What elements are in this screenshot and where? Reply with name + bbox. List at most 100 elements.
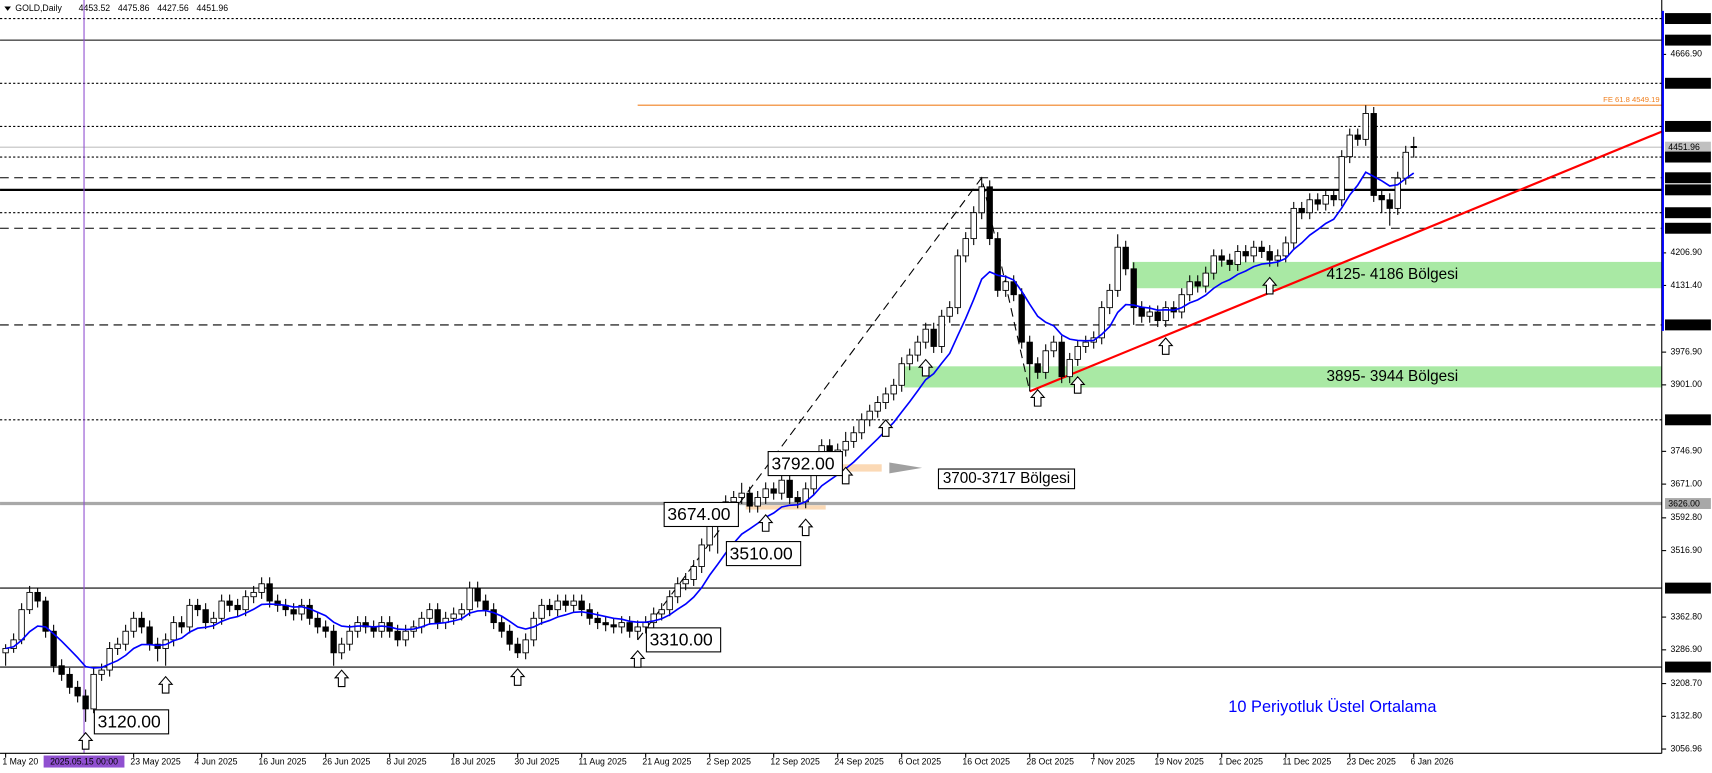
- candle-body: [738, 492, 745, 498]
- candle-body: [1266, 251, 1273, 261]
- candle-body: [1402, 151, 1409, 179]
- price-label: 3510.00: [725, 541, 802, 567]
- candle-body: [610, 624, 617, 628]
- candle-body: [138, 617, 145, 628]
- level-label-box: [1665, 498, 1711, 509]
- x-tick-label: 24 Sep 2025: [834, 756, 884, 766]
- candle-body: [1034, 363, 1041, 373]
- level-label: 4451.96: [1668, 142, 1700, 152]
- y-tick-label: 3746.90: [1670, 446, 1702, 456]
- crosshair-label: 2025.05.15 00:00: [50, 756, 118, 766]
- candle-body: [306, 604, 313, 619]
- candle-body: [778, 479, 785, 494]
- candle-body: [890, 384, 897, 395]
- candle-body: [274, 600, 281, 606]
- candle-body: [1226, 259, 1233, 265]
- candle-body: [554, 600, 561, 611]
- fe-label: FE 61.8 4549.19: [1603, 95, 1659, 104]
- candle-body: [434, 609, 441, 624]
- level-label-box: [1665, 172, 1711, 184]
- candle-body: [234, 604, 241, 611]
- price-label-text: 3310.00: [650, 630, 713, 650]
- x-tick-label: 1 May 20: [2, 756, 38, 766]
- candle-body: [922, 328, 929, 343]
- candle-body: [1378, 195, 1385, 201]
- level-label-box: [1665, 184, 1711, 196]
- level-label-box: [1665, 207, 1711, 219]
- y-tick-label: 3901.00: [1670, 379, 1702, 389]
- candle-body: [154, 643, 161, 649]
- level-label-box: [1665, 319, 1711, 331]
- header-value: 4475.86: [118, 3, 150, 13]
- candle-body: [1074, 346, 1081, 360]
- candle-body: [450, 613, 457, 619]
- candle-body: [1218, 255, 1225, 261]
- y-tick-label: 4206.90: [1670, 247, 1702, 257]
- x-tick-label: 8 Jul 2025: [386, 756, 426, 766]
- header-value: 4453.52: [79, 3, 111, 13]
- x-tick-label: 21 Aug 2025: [642, 756, 691, 766]
- legend-label: 10 Periyotluk Üstel Ortalama: [1228, 698, 1437, 716]
- up-arrow: [757, 514, 774, 532]
- level-label: 4353.00: [1668, 185, 1700, 195]
- candle-body: [1162, 307, 1169, 322]
- candle-body: [1394, 177, 1401, 209]
- level-label: 4264.00: [1668, 223, 1700, 233]
- candle-body: [618, 622, 625, 628]
- header-ohlc: 4453.52 4475.86 4427.56 4451.96: [79, 3, 229, 13]
- candle-body: [506, 630, 513, 645]
- candle-body: [986, 186, 993, 240]
- candle-body: [26, 591, 33, 611]
- x-tick-label: 11 Aug 2025: [578, 756, 626, 766]
- candle-body: [1106, 289, 1113, 309]
- candle-body: [226, 600, 233, 606]
- candle-body: [690, 566, 697, 580]
- candle-body: [1210, 255, 1217, 274]
- candle-body: [394, 630, 401, 641]
- y-tick-label: 3671.00: [1670, 478, 1702, 488]
- level-label-box: [1665, 141, 1711, 153]
- candle-body: [18, 609, 25, 641]
- candle-body: [82, 695, 89, 710]
- candle-body: [1050, 341, 1057, 352]
- level-label: 4040.00: [1668, 320, 1700, 330]
- candle-body: [1058, 341, 1065, 378]
- candle-body: [362, 622, 369, 628]
- up-arrow: [629, 649, 646, 668]
- x-tick-label: 18 Jul 2025: [450, 756, 495, 766]
- candle-body: [1082, 341, 1089, 347]
- candle-body: [218, 600, 225, 619]
- candle-body: [602, 622, 609, 626]
- candle-body: [210, 617, 217, 624]
- symbol-icon: [4, 6, 11, 11]
- candle-body: [682, 579, 689, 585]
- candle-body: [1178, 294, 1185, 313]
- candle-body: [130, 617, 137, 632]
- up-arrow: [1261, 276, 1278, 295]
- price-label-text: 3674.00: [667, 504, 730, 524]
- candle-body: [194, 604, 201, 611]
- y-tick-label: 3286.90: [1670, 644, 1702, 654]
- up-arrow: [77, 731, 94, 750]
- price-label-box: [645, 627, 722, 653]
- up-arrow: [333, 669, 350, 688]
- candle-body: [1010, 281, 1017, 296]
- candle-body: [842, 440, 849, 451]
- candle-body: [1362, 113, 1369, 140]
- candle-body: [994, 238, 1001, 291]
- zone-label-box: [937, 468, 1076, 490]
- x-tick-label: 12 Sep 2025: [770, 756, 820, 766]
- candle-body: [1314, 199, 1321, 205]
- candle-body: [698, 544, 705, 567]
- y-tick-label: 4666.90: [1670, 49, 1702, 59]
- level-label: 3247.00: [1668, 662, 1700, 672]
- level-label-box: [1665, 120, 1711, 132]
- level-label-box: [1665, 151, 1711, 163]
- candle-body: [474, 587, 481, 602]
- up-arrow: [1069, 375, 1086, 394]
- up-arrow: [797, 518, 814, 537]
- candle-body: [458, 609, 465, 615]
- zone: [904, 366, 1662, 388]
- header-value: 4427.56: [157, 3, 189, 13]
